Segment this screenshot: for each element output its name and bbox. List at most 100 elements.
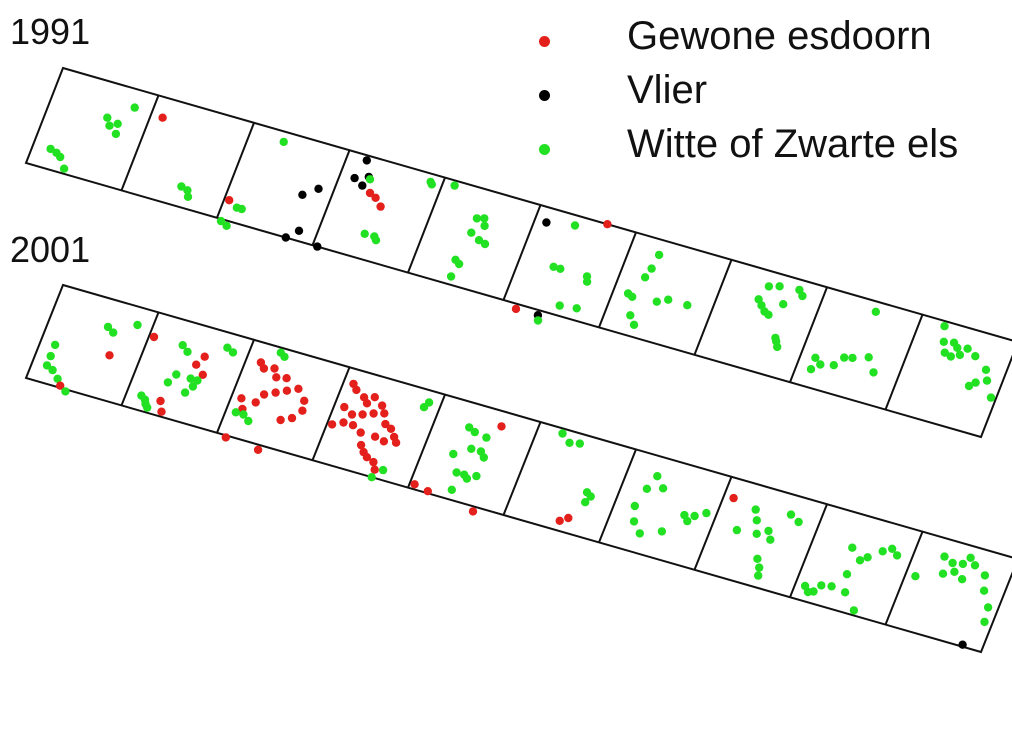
tree-point-els <box>953 343 962 352</box>
tree-point-els <box>565 438 574 447</box>
tree-point-els <box>786 510 796 519</box>
tree-point-els <box>472 471 481 481</box>
legend-marker-esdoorn <box>539 36 550 47</box>
tree-point-esdoorn <box>369 409 378 418</box>
tree-point-els <box>109 328 118 337</box>
tree-point-els <box>982 376 992 385</box>
tree-point-els <box>371 236 381 245</box>
tree-point-els <box>586 492 595 501</box>
tree-point-els <box>754 571 763 580</box>
tree-point-els <box>482 433 491 442</box>
tree-point-els <box>809 587 818 596</box>
tree-point-els <box>570 221 580 230</box>
tree-point-els <box>871 307 880 316</box>
tree-point-els <box>964 381 974 391</box>
tree-point-els <box>751 505 760 514</box>
tree-point-esdoorn <box>555 516 564 525</box>
tree-point-els <box>816 360 825 369</box>
tree-point-esdoorn <box>358 410 367 419</box>
legend-marker-vlier <box>539 90 550 101</box>
strip-2001-plot-divider <box>693 476 733 571</box>
tree-point-esdoorn <box>259 364 269 373</box>
tree-point-vlier <box>313 242 322 251</box>
tree-point-els <box>863 553 872 562</box>
tree-point-els <box>183 192 193 201</box>
tree-point-els <box>629 517 639 526</box>
tree-point-els <box>980 571 990 580</box>
tree-point-els <box>479 453 488 462</box>
tree-point-els <box>940 552 949 561</box>
tree-point-els <box>452 468 461 477</box>
tree-point-els <box>683 301 692 310</box>
tree-point-els <box>653 472 662 481</box>
tree-point-esdoorn <box>423 487 432 496</box>
tree-point-els <box>467 444 476 453</box>
tree-point-els <box>888 544 897 553</box>
year-label-2001: 2001 <box>10 229 91 270</box>
tree-point-els <box>855 556 865 565</box>
tree-point-els <box>955 350 965 360</box>
strip-2001-plot-divider <box>598 449 637 543</box>
tree-point-esdoorn <box>729 493 738 503</box>
tree-point-els <box>216 216 226 226</box>
tree-point-vlier <box>358 181 367 190</box>
tree-point-els <box>878 547 887 556</box>
tree-point-esdoorn <box>339 418 348 427</box>
tree-point-esdoorn <box>603 220 612 229</box>
tree-point-els <box>446 272 456 281</box>
tree-point-els <box>467 228 476 237</box>
tree-point-els <box>178 341 187 350</box>
tree-point-els <box>50 340 60 350</box>
tree-point-els <box>957 575 967 584</box>
tree-point-esdoorn <box>376 202 385 211</box>
tree-point-esdoorn <box>386 424 396 433</box>
tree-point-els <box>549 262 558 271</box>
tree-point-els <box>480 221 489 231</box>
tree-point-els <box>647 264 656 273</box>
tree-point-els <box>572 304 581 313</box>
tree-point-vlier <box>298 190 307 199</box>
tree-point-els <box>939 337 948 346</box>
tree-point-els <box>105 121 114 130</box>
tree-point-els <box>766 535 775 544</box>
tree-point-els <box>533 316 543 325</box>
tree-point-els <box>829 361 838 370</box>
tree-point-els <box>188 382 198 391</box>
tree-point-vlier <box>281 233 290 242</box>
tree-point-els <box>61 387 70 396</box>
tree-point-esdoorn <box>157 407 166 416</box>
tree-point-els <box>946 352 955 361</box>
tree-point-els <box>424 398 434 407</box>
tree-point-esdoorn <box>156 396 165 406</box>
year-label-1991: 1991 <box>10 11 91 52</box>
tree-point-els <box>113 119 122 128</box>
tree-point-esdoorn <box>192 360 201 369</box>
tree-point-els <box>938 569 948 578</box>
tree-point-esdoorn <box>369 457 378 467</box>
tree-point-els <box>752 516 761 525</box>
tree-point-els <box>180 388 190 397</box>
tree-point-els <box>53 374 62 383</box>
tree-point-els <box>702 508 711 518</box>
tree-point-els <box>130 103 139 112</box>
tree-point-els <box>842 570 852 579</box>
tree-point-esdoorn <box>251 398 260 407</box>
tree-point-esdoorn <box>362 453 372 462</box>
tree-point-els <box>228 348 238 357</box>
tree-point-els <box>970 561 980 570</box>
tree-point-els <box>222 221 231 230</box>
tree-point-els <box>465 423 474 432</box>
tree-point-els <box>59 164 69 173</box>
tree-point-esdoorn <box>271 388 280 397</box>
tree-point-els <box>690 511 699 521</box>
strip-2001-plot-divider <box>884 531 924 625</box>
tree-point-els <box>811 353 820 362</box>
tree-point-els <box>46 144 55 154</box>
tree-point-els <box>111 129 121 139</box>
tree-point-esdoorn <box>300 396 309 405</box>
tree-point-els <box>798 291 807 301</box>
tree-point-esdoorn <box>377 401 387 410</box>
tree-point-esdoorn <box>272 373 281 382</box>
tree-point-vlier <box>294 226 304 235</box>
tree-point-els <box>628 292 637 301</box>
